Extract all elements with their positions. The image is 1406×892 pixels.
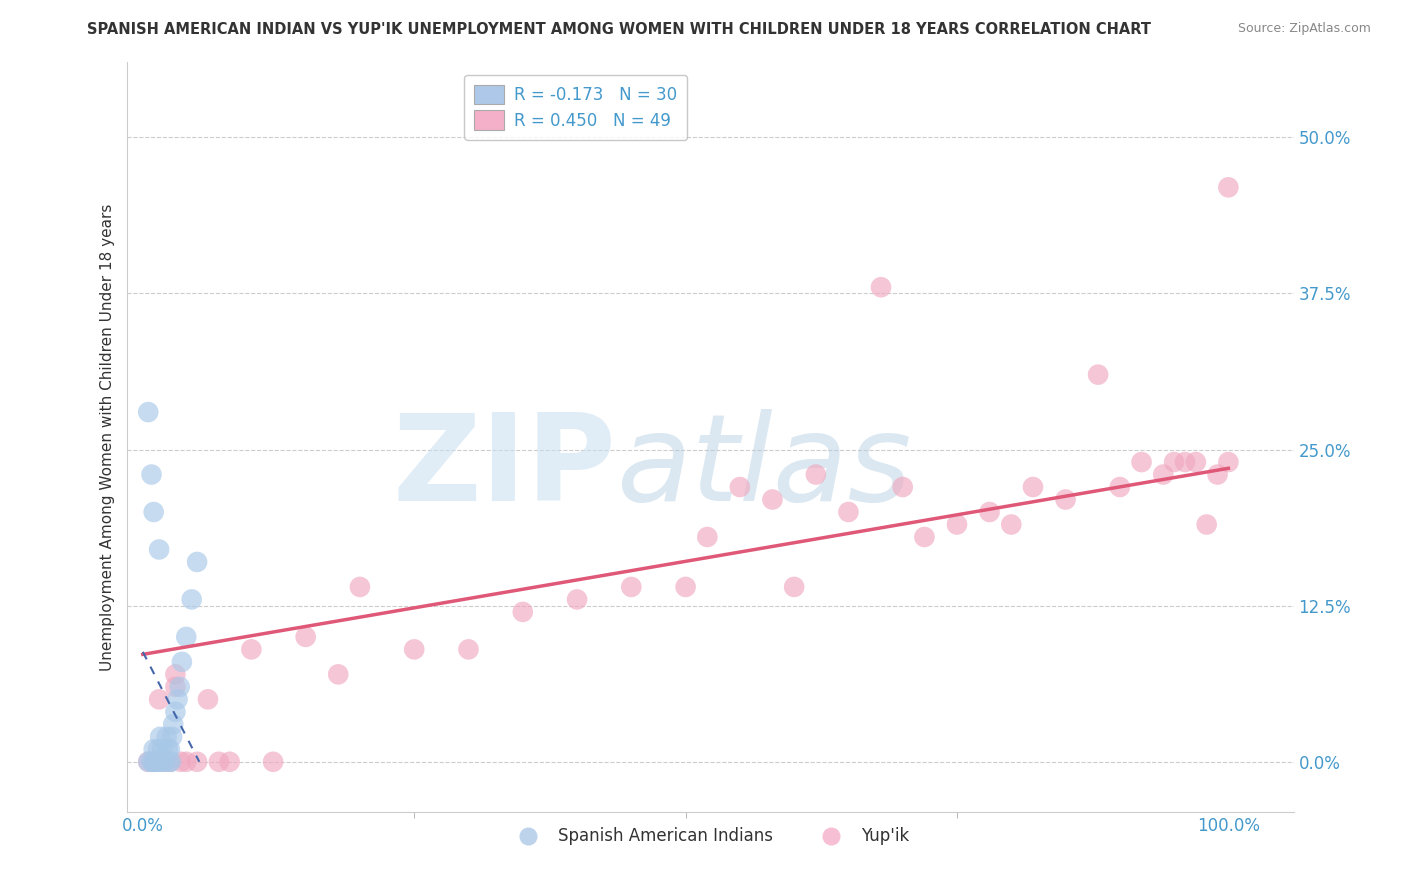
Point bbox=[565, 592, 588, 607]
Point bbox=[157, 755, 180, 769]
Point bbox=[186, 555, 208, 569]
Point bbox=[1108, 480, 1130, 494]
Point bbox=[153, 755, 176, 769]
Point bbox=[142, 505, 165, 519]
Point bbox=[148, 755, 170, 769]
Point bbox=[946, 517, 969, 532]
Point bbox=[783, 580, 806, 594]
Point bbox=[1218, 180, 1240, 194]
Point bbox=[174, 755, 197, 769]
Point bbox=[218, 755, 240, 769]
Point bbox=[761, 492, 783, 507]
Point bbox=[165, 667, 187, 681]
Point bbox=[1054, 492, 1077, 507]
Point bbox=[142, 755, 165, 769]
Point bbox=[166, 692, 188, 706]
Point bbox=[165, 705, 187, 719]
Text: atlas: atlas bbox=[617, 409, 912, 525]
Point bbox=[174, 630, 197, 644]
Point bbox=[141, 467, 163, 482]
Point bbox=[146, 742, 169, 756]
Point bbox=[262, 755, 284, 769]
Point bbox=[1087, 368, 1109, 382]
Point bbox=[197, 692, 219, 706]
Point bbox=[912, 530, 935, 544]
Point bbox=[156, 730, 179, 744]
Point bbox=[979, 505, 1001, 519]
Point bbox=[148, 692, 170, 706]
Point bbox=[1174, 455, 1197, 469]
Y-axis label: Unemployment Among Women with Children Under 18 years: Unemployment Among Women with Children U… bbox=[100, 203, 115, 671]
Point bbox=[804, 467, 827, 482]
Point bbox=[1130, 455, 1153, 469]
Point bbox=[1185, 455, 1208, 469]
Text: Source: ZipAtlas.com: Source: ZipAtlas.com bbox=[1237, 22, 1371, 36]
Point bbox=[404, 642, 426, 657]
Text: ZIP: ZIP bbox=[392, 409, 617, 525]
Point bbox=[1000, 517, 1022, 532]
Point bbox=[146, 755, 169, 769]
Point bbox=[150, 755, 173, 769]
Point bbox=[142, 755, 165, 769]
Point bbox=[136, 405, 159, 419]
Point bbox=[186, 755, 208, 769]
Point bbox=[149, 730, 172, 744]
Point bbox=[165, 680, 187, 694]
Point bbox=[675, 580, 697, 594]
Point bbox=[148, 542, 170, 557]
Point bbox=[150, 742, 173, 756]
Point bbox=[180, 592, 202, 607]
Point bbox=[153, 755, 176, 769]
Point bbox=[170, 755, 193, 769]
Point bbox=[136, 755, 159, 769]
Point bbox=[136, 755, 159, 769]
Point bbox=[160, 730, 183, 744]
Point bbox=[328, 667, 350, 681]
Point bbox=[169, 680, 191, 694]
Point bbox=[162, 717, 184, 731]
Point bbox=[160, 755, 183, 769]
Point bbox=[294, 630, 316, 644]
Point bbox=[1218, 455, 1240, 469]
Point bbox=[891, 480, 914, 494]
Point bbox=[145, 755, 167, 769]
Point bbox=[1022, 480, 1045, 494]
Point bbox=[870, 280, 893, 294]
Point bbox=[696, 530, 718, 544]
Text: SPANISH AMERICAN INDIAN VS YUP'IK UNEMPLOYMENT AMONG WOMEN WITH CHILDREN UNDER 1: SPANISH AMERICAN INDIAN VS YUP'IK UNEMPL… bbox=[87, 22, 1150, 37]
Point bbox=[159, 755, 181, 769]
Point bbox=[1206, 467, 1229, 482]
Point bbox=[170, 655, 193, 669]
Point bbox=[156, 742, 179, 756]
Point bbox=[457, 642, 479, 657]
Point bbox=[837, 505, 859, 519]
Point bbox=[620, 580, 643, 594]
Point bbox=[349, 580, 371, 594]
Point bbox=[208, 755, 231, 769]
Point bbox=[142, 742, 165, 756]
Point bbox=[1152, 467, 1174, 482]
Point bbox=[141, 755, 163, 769]
Point bbox=[1163, 455, 1185, 469]
Point bbox=[240, 642, 263, 657]
Point bbox=[728, 480, 751, 494]
Legend: Spanish American Indians, Yup'ik: Spanish American Indians, Yup'ik bbox=[505, 821, 915, 852]
Point bbox=[159, 742, 181, 756]
Point bbox=[1195, 517, 1218, 532]
Point bbox=[512, 605, 534, 619]
